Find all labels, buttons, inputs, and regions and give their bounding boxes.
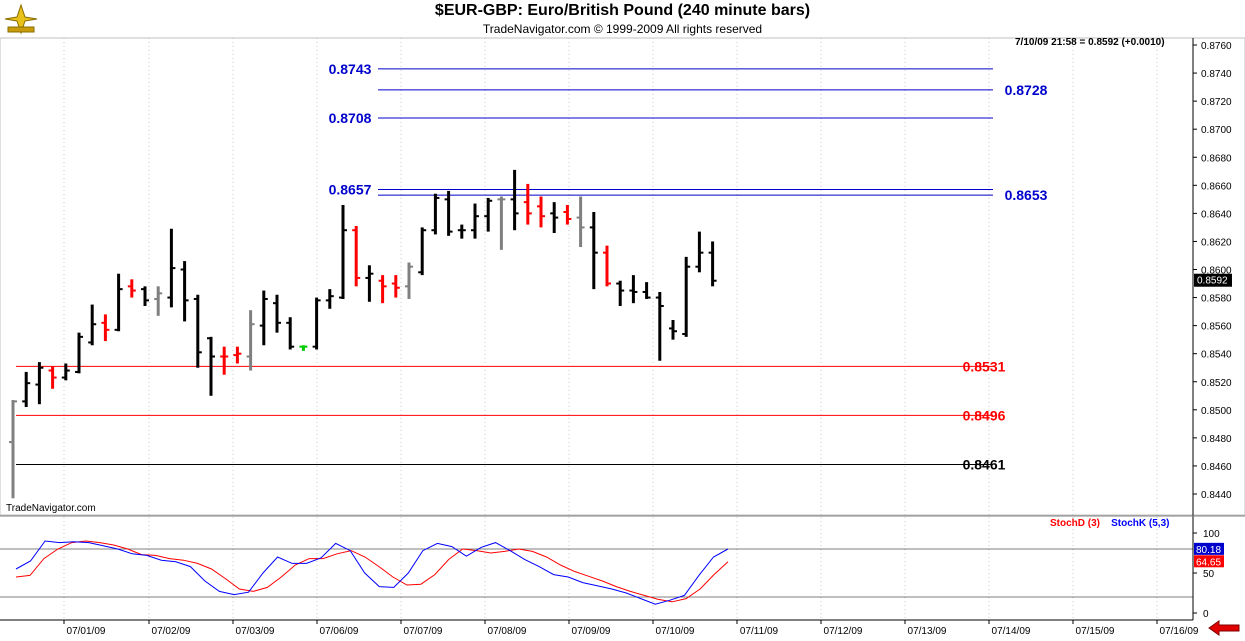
vertical-gridlines <box>63 38 1158 620</box>
level-label-0.8708: 0.8708 <box>329 110 372 126</box>
price-readout: 7/10/09 21:58 = 0.8592 (+0.0010) <box>1015 37 1165 48</box>
date-tick-label: 07/08/09 <box>488 626 527 637</box>
main-panel-border <box>0 37 1245 516</box>
date-tick-label: 07/01/09 <box>67 626 106 637</box>
legend-stoch-k: StochK (5,3) <box>1111 518 1170 529</box>
chart-title: $EUR-GBP: Euro/British Pound (240 minute… <box>434 2 811 19</box>
price-tick-label: 0.8540 <box>1201 350 1232 361</box>
price-tick-label: 0.8440 <box>1201 490 1232 501</box>
price-tick-label: 0.8580 <box>1201 294 1232 305</box>
price-tick-label: 0.8600 <box>1201 266 1232 277</box>
stoch-tick-label: 100 <box>1203 529 1220 540</box>
date-tick-label: 07/02/09 <box>152 626 191 637</box>
price-tick-label: 0.8680 <box>1201 153 1232 164</box>
stochastic-legend: StochD (3) StochK (5,3) <box>1050 518 1169 529</box>
price-tick-label: 0.8480 <box>1201 434 1232 445</box>
stoch-series-d <box>15 540 729 603</box>
date-tick-label: 07/07/09 <box>404 626 443 637</box>
level-label-0.8496: 0.8496 <box>963 407 1006 423</box>
trade-navigator-logo-icon[interactable] <box>4 3 38 40</box>
price-tick-label: 0.8520 <box>1201 378 1232 389</box>
chart-header: $EUR-GBP: Euro/British Pound (240 minute… <box>0 0 1245 38</box>
chart-frame <box>0 37 1245 621</box>
level-label-0.8653: 0.8653 <box>1005 187 1048 203</box>
level-label-0.8743: 0.8743 <box>329 61 372 77</box>
price-tick-label: 0.8760 <box>1201 41 1232 52</box>
chart-subtitle: TradeNavigator.com © 1999-2009 All right… <box>482 22 763 36</box>
date-tick-label: 07/06/09 <box>320 626 359 637</box>
date-tick-label: 07/11/09 <box>740 626 779 637</box>
level-label-0.8657: 0.8657 <box>329 182 372 198</box>
price-axis: 0.8760 0.8740 0.8720 0.8700 0.8680 0.8660 0.86… <box>1193 41 1232 501</box>
date-tick-label: 07/13/09 <box>908 626 947 637</box>
date-tick-label: 07/10/09 <box>656 626 695 637</box>
price-tick-label: 0.8720 <box>1201 97 1232 108</box>
stoch-tick-label: 50 <box>1203 569 1215 580</box>
level-label-0.8531: 0.8531 <box>963 358 1006 374</box>
price-tick-label: 0.8660 <box>1201 181 1232 192</box>
price-levels: 0.8743 0.8728 0.8708 0.8657 0.8653 0.8531 0.84… <box>16 61 1048 473</box>
stoch-d-value-box <box>1194 555 1224 568</box>
stoch-k-value: 80.18 <box>1196 545 1221 556</box>
stoch-d-value: 64.65 <box>1196 557 1221 568</box>
legend-stoch-d: StochD (3) <box>1050 518 1100 529</box>
stoch-series-k <box>15 540 729 605</box>
last-price-label: 0.8592 <box>1197 276 1228 287</box>
date-tick-label: 07/14/09 <box>992 626 1031 637</box>
level-label-0.8728: 0.8728 <box>1005 82 1048 98</box>
stoch-tick-label: 0 <box>1203 609 1209 620</box>
date-tick-label: 07/03/09 <box>236 626 275 637</box>
price-tick-label: 0.8560 <box>1201 322 1232 333</box>
watermark-text: TradeNavigator.com <box>6 503 96 514</box>
price-tick-label: 0.8460 <box>1201 462 1232 473</box>
date-tick-label: 07/12/09 <box>824 626 863 637</box>
date-axis: 07/01/09 07/02/09 07/03/09 07/06/09 07/07/09… <box>63 620 1199 637</box>
price-tick-label: 0.8740 <box>1201 69 1232 80</box>
stoch-k-value-box <box>1194 542 1224 555</box>
ohlc-bars <box>9 169 717 499</box>
date-tick-label: 07/09/09 <box>572 626 611 637</box>
price-tick-label: 0.8700 <box>1201 125 1232 136</box>
price-tick-label: 0.8620 <box>1201 237 1232 248</box>
date-tick-label: 07/16/09 <box>1160 626 1199 637</box>
level-label-0.8461: 0.8461 <box>963 457 1006 473</box>
date-tick-label: 07/15/09 <box>1076 626 1115 637</box>
scroll-right-arrow-icon[interactable] <box>1207 620 1241 641</box>
price-tick-label: 0.8500 <box>1201 406 1232 417</box>
last-price-box <box>1194 273 1232 287</box>
price-tick-label: 0.8640 <box>1201 209 1232 220</box>
